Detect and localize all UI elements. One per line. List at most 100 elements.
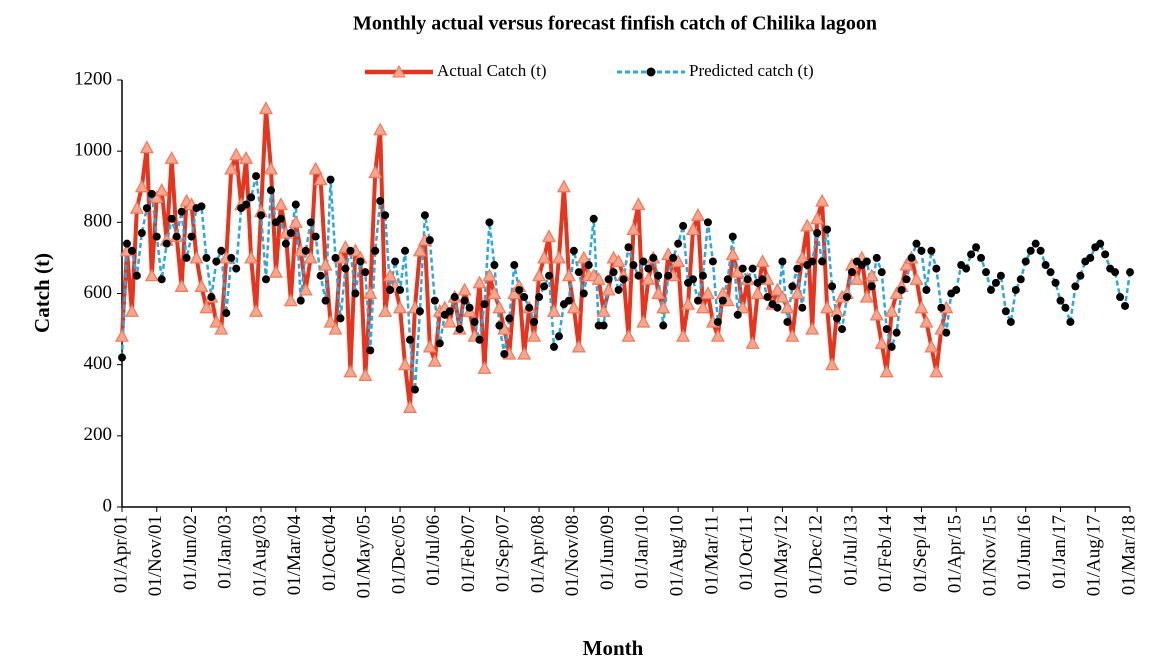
x-tick-label: 01/Mar/18	[1118, 515, 1139, 595]
predicted-marker	[177, 207, 186, 216]
actual-marker	[189, 250, 204, 264]
predicted-marker	[554, 332, 563, 341]
actual-marker	[755, 254, 770, 268]
actual-marker	[631, 197, 646, 211]
actual-marker	[199, 300, 214, 314]
x-tick-label: 01/Jul/06	[423, 515, 444, 586]
predicted-marker	[887, 342, 896, 351]
predicted-marker	[922, 285, 931, 294]
predicted-marker	[376, 196, 385, 205]
actual-marker	[869, 307, 884, 321]
predicted-marker	[619, 275, 628, 284]
predicted-marker	[142, 204, 151, 213]
actual-marker	[790, 286, 805, 300]
predicted-marker	[157, 275, 166, 284]
actual-marker	[517, 346, 532, 360]
predicted-marker	[247, 193, 256, 202]
predicted-marker	[818, 257, 827, 266]
predicted-marker	[694, 296, 702, 305]
actual-marker	[626, 222, 641, 236]
predicted-marker	[321, 296, 330, 305]
predicted-marker	[659, 321, 668, 330]
predicted-marker	[629, 261, 638, 270]
predicted-marker	[530, 317, 539, 326]
predicted-marker	[842, 293, 851, 302]
x-tick-label: 01/Nov/08	[562, 515, 583, 596]
actual-marker	[268, 264, 283, 278]
actual-marker	[695, 300, 710, 314]
predicted-marker	[475, 335, 484, 344]
predicted-marker	[525, 303, 534, 312]
actual-marker	[919, 314, 934, 328]
predicted-marker	[758, 275, 767, 284]
predicted-marker	[406, 335, 414, 344]
actual-marker	[780, 300, 795, 314]
predicted-marker	[435, 339, 444, 348]
predicted-marker	[118, 353, 126, 362]
x-tick-label: 01/Apr/15	[945, 515, 966, 593]
predicted-marker	[1101, 250, 1110, 259]
predicted-marker	[167, 214, 176, 223]
predicted-marker	[490, 261, 499, 270]
legend-marker	[646, 67, 656, 77]
x-tick-label: 01/Jun/16	[1014, 515, 1035, 590]
predicted-marker	[877, 268, 886, 277]
predicted-marker	[485, 218, 494, 227]
predicted-marker	[718, 296, 727, 305]
actual-marker	[820, 300, 835, 314]
predicted-marker	[733, 310, 742, 319]
predicted-marker	[460, 296, 469, 305]
actual-marker	[576, 250, 591, 264]
predicted-marker	[495, 321, 504, 330]
predicted-marker	[569, 246, 578, 255]
predicted-marker	[1076, 271, 1085, 280]
predicted-marker	[778, 257, 787, 266]
actual-marker	[427, 353, 442, 367]
predicted-marker	[932, 264, 941, 273]
actual-marker	[690, 207, 706, 221]
predicted-marker	[202, 253, 211, 262]
predicted-marker	[182, 253, 191, 262]
predicted-marker	[1011, 285, 1020, 294]
actual-marker	[308, 161, 323, 175]
predicted-marker	[401, 246, 410, 255]
predicted-marker	[296, 296, 305, 305]
actual-marker	[224, 161, 239, 175]
predicted-marker	[574, 268, 583, 277]
predicted-marker	[252, 172, 261, 181]
x-tick-label: 01/Mar/11	[701, 515, 722, 595]
actual-marker	[134, 179, 149, 193]
predicted-marker	[1046, 268, 1055, 277]
x-tick-label: 01/Apr/08	[527, 515, 548, 593]
x-tick-label: 01/May/05	[354, 515, 375, 598]
predicted-marker	[614, 285, 623, 294]
predicted-marker	[197, 202, 206, 211]
actual-marker	[263, 161, 278, 175]
actual-marker	[477, 360, 492, 374]
actual-marker	[909, 272, 924, 285]
predicted-marker	[127, 246, 136, 255]
x-tick-label: 01/Jul/13	[840, 515, 861, 586]
predicted-marker	[450, 293, 459, 302]
predicted-marker	[341, 264, 350, 273]
predicted-marker	[187, 232, 196, 241]
predicted-marker	[679, 221, 688, 230]
actual-marker	[532, 268, 547, 282]
x-tick-label: 01/Dec/05	[388, 515, 409, 594]
predicted-marker	[708, 257, 717, 266]
predicted-marker	[331, 253, 340, 262]
actual-marker	[129, 200, 144, 214]
predicted-marker	[813, 229, 822, 238]
x-tick-label: 01/Nov/15	[979, 515, 1000, 596]
predicted-marker	[207, 293, 216, 302]
actual-marker	[244, 250, 259, 264]
actual-marker	[258, 101, 274, 115]
actual-marker	[343, 364, 358, 378]
predicted-marker	[788, 282, 797, 291]
actual-marker	[591, 272, 606, 285]
y-axis-label: Catch (t)	[30, 253, 54, 333]
predicted-marker	[664, 271, 673, 280]
actual-marker	[194, 279, 209, 292]
